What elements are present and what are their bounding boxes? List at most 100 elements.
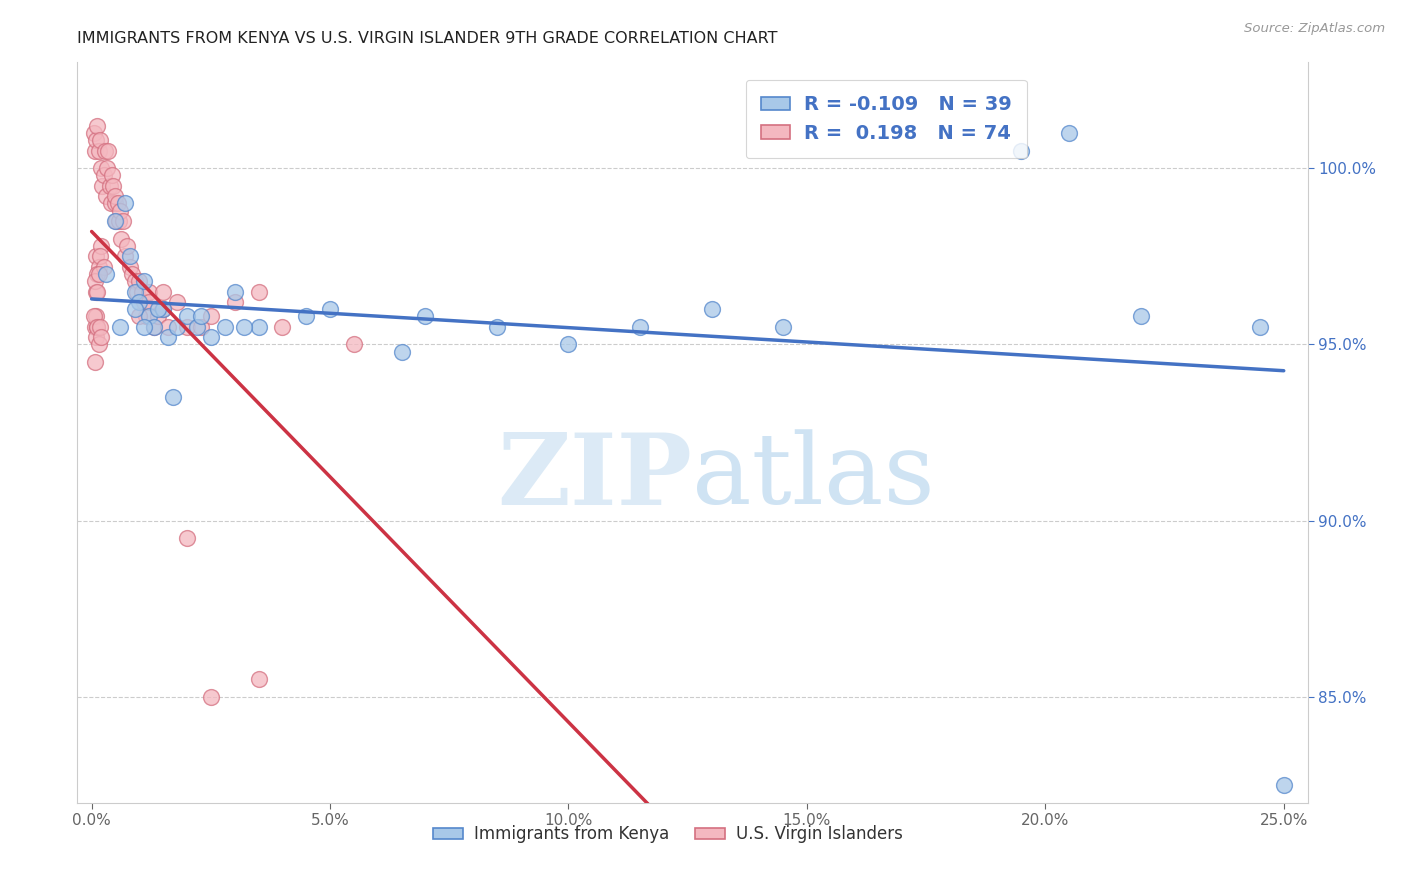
Point — [200, 310, 222, 324]
Point — [93, 168, 115, 182]
Point — [224, 295, 246, 310]
Point — [84, 355, 107, 369]
Point — [97, 144, 120, 158]
Point — [138, 285, 160, 299]
Point — [89, 133, 111, 147]
Point — [190, 319, 212, 334]
Point — [125, 285, 148, 299]
Point — [90, 239, 112, 253]
Point — [628, 319, 651, 334]
Point — [247, 319, 270, 334]
Point — [110, 203, 132, 218]
Point — [84, 274, 107, 288]
Point — [84, 144, 107, 158]
Point — [319, 302, 342, 317]
Point — [772, 319, 794, 334]
Point — [124, 302, 146, 317]
Point — [91, 178, 114, 193]
Text: ZIP: ZIP — [498, 428, 693, 525]
Point — [83, 310, 105, 324]
Point — [100, 168, 122, 182]
Point — [89, 249, 111, 263]
Point — [343, 337, 366, 351]
Point — [121, 267, 143, 281]
Point — [90, 330, 112, 344]
Point — [86, 119, 108, 133]
Text: Source: ZipAtlas.com: Source: ZipAtlas.com — [1244, 22, 1385, 36]
Point — [90, 161, 112, 176]
Point — [295, 310, 318, 324]
Point — [86, 267, 108, 281]
Point — [247, 673, 270, 687]
Point — [176, 532, 198, 546]
Point — [190, 310, 212, 324]
Point — [98, 178, 121, 193]
Point — [152, 285, 174, 299]
Point — [86, 285, 108, 299]
Point — [104, 189, 127, 203]
Point — [485, 319, 508, 334]
Point — [86, 133, 108, 147]
Point — [166, 295, 188, 310]
Point — [156, 330, 179, 344]
Point — [1249, 319, 1271, 334]
Point — [391, 344, 413, 359]
Point — [94, 189, 117, 203]
Point — [111, 214, 134, 228]
Point — [166, 319, 188, 334]
Legend: Immigrants from Kenya, U.S. Virgin Islanders: Immigrants from Kenya, U.S. Virgin Islan… — [426, 819, 910, 850]
Point — [1057, 126, 1080, 140]
Point — [152, 302, 174, 317]
Point — [271, 319, 294, 334]
Point — [86, 319, 108, 334]
Point — [108, 214, 131, 228]
Point — [86, 249, 108, 263]
Point — [94, 144, 117, 158]
Point — [1011, 144, 1033, 158]
Point — [148, 310, 170, 324]
Point — [110, 319, 132, 334]
Point — [135, 310, 157, 324]
Point — [128, 310, 150, 324]
Point — [415, 310, 437, 324]
Point — [200, 690, 222, 704]
Point — [1129, 310, 1152, 324]
Point — [128, 295, 150, 310]
Point — [200, 330, 222, 344]
Point — [224, 285, 246, 299]
Point — [142, 319, 165, 334]
Point — [132, 319, 155, 334]
Point — [247, 285, 270, 299]
Point — [89, 319, 111, 334]
Text: atlas: atlas — [693, 429, 935, 524]
Point — [117, 239, 139, 253]
Point — [124, 274, 146, 288]
Point — [86, 319, 108, 334]
Point — [87, 144, 110, 158]
Point — [94, 267, 117, 281]
Point — [132, 274, 155, 288]
Point — [93, 260, 115, 274]
Text: IMMIGRANTS FROM KENYA VS U.S. VIRGIN ISLANDER 9TH GRADE CORRELATION CHART: IMMIGRANTS FROM KENYA VS U.S. VIRGIN ISL… — [77, 31, 778, 46]
Point — [1272, 778, 1295, 792]
Point — [83, 126, 105, 140]
Point — [101, 178, 124, 193]
Point — [96, 161, 118, 176]
Point — [162, 390, 184, 404]
Point — [86, 310, 108, 324]
Point — [107, 196, 129, 211]
Point — [176, 319, 198, 334]
Point — [138, 295, 160, 310]
Point — [118, 260, 141, 274]
Point — [128, 274, 150, 288]
Point — [132, 295, 155, 310]
Point — [103, 196, 125, 211]
Point — [138, 310, 160, 324]
Point — [214, 319, 236, 334]
Point — [176, 310, 198, 324]
Point — [131, 285, 153, 299]
Point — [114, 196, 136, 211]
Point — [105, 214, 128, 228]
Point — [124, 285, 146, 299]
Point — [142, 319, 165, 334]
